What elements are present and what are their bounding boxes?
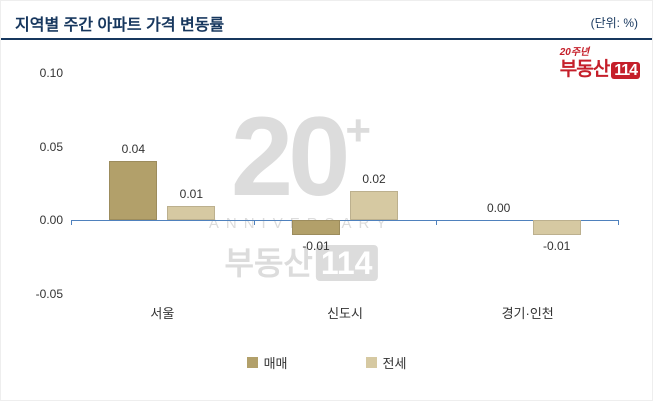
legend-swatch — [365, 357, 377, 368]
page-title: 지역별 주간 아파트 가격 변동률 — [15, 17, 225, 34]
header-divider — [1, 38, 652, 40]
bar — [167, 205, 216, 221]
x-axis-tick — [436, 220, 438, 226]
bar-value-label: 0.01 — [179, 186, 203, 201]
plus-icon: + — [345, 106, 372, 155]
x-axis-tick — [71, 220, 72, 226]
category-label: 신도시 — [327, 306, 363, 321]
watermark-brand-number: 114 — [315, 245, 378, 281]
bar-value-label: 0.02 — [362, 171, 386, 186]
legend-swatch — [246, 357, 258, 368]
bar — [292, 220, 340, 236]
category-label: 서울 — [150, 306, 175, 321]
watermark-brand-name: 부동산 — [224, 245, 313, 281]
y-axis-labels: 0.10 0.05 0.00 -0.05 — [19, 66, 63, 301]
legend: 매매 전세 — [1, 353, 652, 372]
x-axis-tick — [253, 220, 255, 226]
bar-value-label: -0.01 — [302, 239, 330, 254]
watermark-brand: 부동산 114 — [209, 238, 393, 284]
bar — [350, 190, 398, 221]
y-tick-label: 0.05 — [39, 139, 63, 154]
legend-label: 매매 — [263, 356, 288, 371]
category-label: 경기·인천 — [501, 306, 554, 321]
logo-brand-text: 부동산 114 — [560, 59, 640, 81]
watermark-big-number: 20 — [230, 94, 351, 219]
y-tick-label: 0.10 — [39, 66, 63, 80]
bar-value-label: -0.01 — [542, 239, 571, 254]
plot-area: 0.04 0.01 -0.01 0.02 0.00 -0.01 — [71, 73, 619, 294]
legend-item: 전세 — [365, 353, 407, 372]
bar-value-label: 0.00 — [486, 201, 511, 216]
x-axis-line — [71, 220, 619, 222]
brand-logo: 20주년 부동산 114 — [560, 47, 640, 80]
x-axis-tick — [618, 220, 619, 226]
bar-value-label: 0.04 — [121, 142, 145, 157]
legend-item: 매매 — [246, 353, 288, 372]
legend-label: 전세 — [382, 356, 407, 371]
logo-brand-number: 114 — [611, 61, 640, 79]
logo-brand-name: 부동산 — [559, 58, 610, 80]
logo-anniversary-text: 20주년 — [559, 47, 590, 58]
bar — [532, 220, 581, 236]
unit-label: (단위: %) — [590, 16, 638, 30]
watermark-20: 20+ — [209, 101, 393, 213]
bar — [109, 161, 158, 221]
x-axis-labels: 서울 신도시 경기·인천 — [71, 303, 619, 322]
y-tick-label: -0.05 — [35, 287, 63, 301]
y-tick-label: 0.00 — [39, 213, 63, 228]
